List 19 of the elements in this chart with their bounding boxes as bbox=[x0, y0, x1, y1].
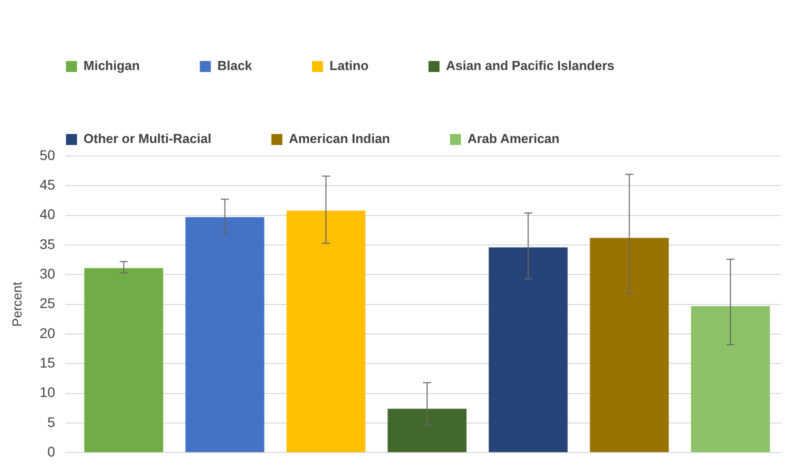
y-axis-title: Percent bbox=[9, 282, 24, 327]
y-tick-label: 15 bbox=[40, 354, 56, 370]
legend-label: Arab American bbox=[467, 131, 560, 146]
legend-label: American Indian bbox=[288, 131, 390, 146]
y-tick-label: 0 bbox=[47, 443, 56, 460]
y-tick-label: 20 bbox=[40, 324, 56, 341]
legend-label: Asian and Pacific Islanders bbox=[446, 58, 614, 74]
legend-label: Latino bbox=[330, 58, 369, 74]
y-tick-label: 10 bbox=[40, 384, 56, 400]
legend-label: Michigan bbox=[84, 58, 140, 74]
y-tick-label: 25 bbox=[40, 295, 56, 312]
y-tick-label: 35 bbox=[40, 236, 56, 252]
legend-label: Other or Multi-Racial bbox=[84, 131, 212, 146]
y-tick-label: 30 bbox=[40, 266, 56, 282]
y-tick-label: 50 bbox=[40, 146, 56, 163]
y-tick-label: 45 bbox=[40, 176, 56, 193]
y-tick-label: 40 bbox=[40, 206, 56, 222]
legend-label: Black bbox=[217, 58, 253, 74]
y-tick-label: 5 bbox=[47, 414, 56, 430]
